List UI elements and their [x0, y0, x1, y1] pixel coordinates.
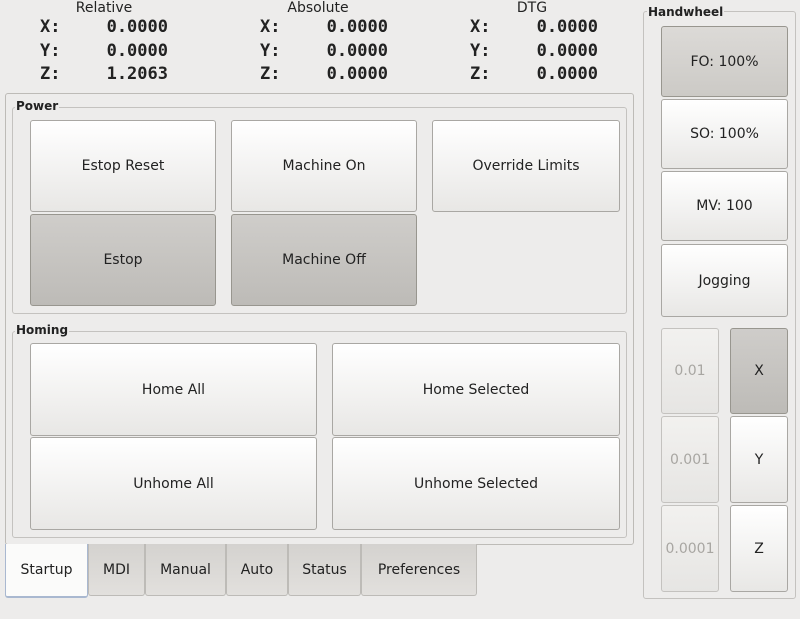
tab-manual[interactable]: Manual: [145, 544, 226, 596]
homing-group: [12, 331, 627, 538]
dro-title: Relative: [75, 0, 133, 16]
dro-title: DTG: [516, 0, 548, 16]
tab-startup[interactable]: Startup: [5, 544, 88, 598]
axis-value: 0.0000: [536, 41, 598, 61]
unhome-selected-button[interactable]: Unhome Selected: [332, 437, 620, 530]
axis-value: 0.0000: [106, 17, 168, 37]
axis-label: Z:: [470, 64, 491, 84]
power-title: Power: [15, 99, 60, 113]
tab-mdi[interactable]: MDI: [88, 544, 145, 596]
dro-title: Absolute: [287, 0, 349, 16]
axis-label: Y:: [40, 41, 61, 61]
axis-value: 0.0000: [326, 41, 388, 61]
tab-preferences[interactable]: Preferences: [361, 544, 477, 596]
axis-label: X:: [40, 17, 61, 37]
axis-y-button[interactable]: Y: [730, 416, 788, 503]
spindle-override-button[interactable]: SO: 100%: [661, 99, 788, 169]
axis-label: Y:: [470, 41, 491, 61]
max-velocity-button[interactable]: MV: 100: [661, 171, 788, 241]
increment-0.01-button[interactable]: 0.01: [661, 328, 719, 414]
machine-on-button[interactable]: Machine On: [231, 120, 417, 212]
tab-auto[interactable]: Auto: [226, 544, 288, 596]
axis-value: 0.0000: [106, 41, 168, 61]
increment-0.0001-button[interactable]: 0.0001: [661, 505, 719, 592]
increment-0.001-button[interactable]: 0.001: [661, 416, 719, 503]
override-limits-button[interactable]: Override Limits: [432, 120, 620, 212]
feed-override-button[interactable]: FO: 100%: [661, 26, 788, 97]
axis-value: 0.0000: [536, 64, 598, 84]
axis-x-button[interactable]: X: [730, 328, 788, 414]
tab-status[interactable]: Status: [288, 544, 361, 596]
axis-label: Z:: [260, 64, 281, 84]
machine-off-button[interactable]: Machine Off: [231, 214, 417, 306]
axis-label: Y:: [260, 41, 281, 61]
homing-title: Homing: [15, 323, 70, 337]
axis-label: X:: [470, 17, 491, 37]
axis-value: 1.2063: [106, 64, 168, 84]
axis-value: 0.0000: [536, 17, 598, 37]
estop-reset-button[interactable]: Estop Reset: [30, 120, 216, 212]
axis-value: 0.0000: [326, 64, 388, 84]
axis-label: X:: [260, 17, 281, 37]
jogging-button[interactable]: Jogging: [661, 244, 788, 317]
axis-z-button[interactable]: Z: [730, 505, 788, 592]
unhome-all-button[interactable]: Unhome All: [30, 437, 317, 530]
home-selected-button[interactable]: Home Selected: [332, 343, 620, 436]
home-all-button[interactable]: Home All: [30, 343, 317, 436]
handwheel-title: Handwheel: [647, 5, 725, 19]
power-group: [12, 107, 627, 314]
estop-button[interactable]: Estop: [30, 214, 216, 306]
axis-label: Z:: [40, 64, 61, 84]
axis-value: 0.0000: [326, 17, 388, 37]
